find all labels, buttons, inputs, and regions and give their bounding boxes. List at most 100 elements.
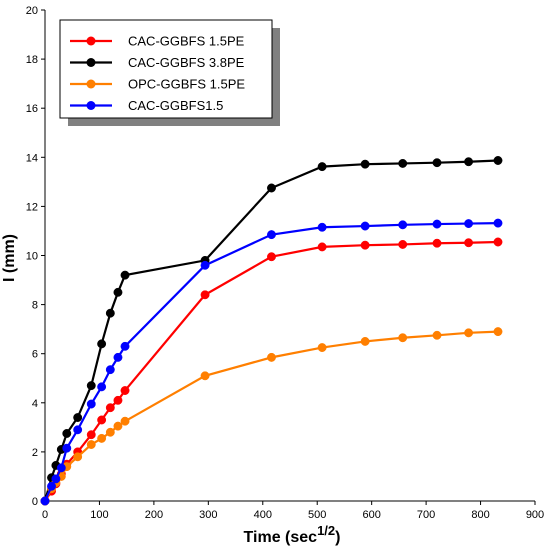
- x-axis-title-suffix: ): [335, 529, 340, 546]
- data-point: [317, 242, 327, 252]
- legend-entries: CAC-GGBFS 1.5PE CAC-GGBFS 3.8PE OPC-GGBFS …: [70, 34, 245, 113]
- data-point: [97, 382, 107, 392]
- legend-swatch-marker: [86, 36, 96, 46]
- y-tick-label: 6: [32, 349, 38, 361]
- legend-label: CAC-GGBFS1.5: [128, 98, 223, 113]
- data-point: [398, 220, 408, 230]
- data-point: [120, 270, 130, 280]
- data-point: [120, 341, 130, 351]
- data-point: [360, 240, 370, 250]
- data-point: [267, 252, 276, 262]
- data-point: [317, 222, 327, 232]
- data-point: [432, 330, 442, 340]
- data-point: [113, 395, 123, 405]
- data-point: [317, 343, 327, 353]
- data-point: [464, 328, 474, 338]
- series-cac-ggbfs1-5: [40, 218, 503, 506]
- data-point: [464, 219, 474, 229]
- data-point: [86, 430, 96, 440]
- data-point: [267, 230, 276, 240]
- legend-label: CAC-GGBFS 3.8PE: [128, 55, 245, 70]
- data-point: [56, 463, 66, 473]
- data-point: [398, 333, 408, 343]
- x-axis-ticks: 0 100 200 300 400 500 600 700 800 900: [42, 501, 544, 521]
- x-tick-label: 100: [90, 509, 108, 521]
- legend-entry: CAC-GGBFS 3.8PE: [70, 55, 245, 70]
- y-axis-title: I (mm): [1, 234, 18, 282]
- data-point: [97, 415, 107, 425]
- data-point: [464, 238, 474, 248]
- y-tick-label: 0: [32, 496, 38, 508]
- data-point: [120, 386, 130, 395]
- legend-swatch-marker: [86, 79, 96, 89]
- y-tick-label: 4: [32, 398, 38, 410]
- data-point: [105, 365, 115, 375]
- data-point: [267, 183, 276, 193]
- data-point: [493, 218, 503, 228]
- legend: CAC-GGBFS 1.5PE CAC-GGBFS 3.8PE OPC-GGBFS …: [59, 19, 280, 126]
- data-point: [317, 162, 327, 172]
- legend-entry: CAC-GGBFS 1.5PE: [70, 34, 245, 49]
- data-point: [105, 403, 115, 413]
- series-opc-ggbfs-1-5pe: [40, 327, 503, 506]
- y-tick-label: 10: [26, 251, 38, 263]
- data-point: [120, 416, 130, 426]
- x-tick-label: 0: [42, 509, 48, 521]
- legend-label: OPC-GGBFS 1.5PE: [128, 77, 245, 92]
- legend-swatch-marker: [86, 101, 96, 110]
- data-point: [432, 158, 442, 168]
- data-point: [73, 413, 83, 422]
- legend-entry: CAC-GGBFS1.5: [70, 98, 223, 113]
- data-point: [51, 474, 61, 484]
- y-tick-label: 14: [26, 152, 38, 164]
- data-point: [200, 371, 210, 381]
- x-tick-label: 700: [417, 509, 435, 521]
- legend-label: CAC-GGBFS 1.5PE: [128, 34, 245, 49]
- data-point: [493, 156, 503, 165]
- data-point: [73, 452, 83, 462]
- y-tick-label: 16: [26, 103, 38, 115]
- x-tick-label: 300: [199, 509, 217, 521]
- data-point: [360, 221, 370, 231]
- data-point: [86, 440, 96, 449]
- data-point: [398, 158, 408, 168]
- y-tick-label: 18: [26, 54, 38, 66]
- data-point: [86, 381, 96, 391]
- data-point: [200, 260, 210, 270]
- data-point: [40, 496, 50, 506]
- series-cac-ggbfs-3-8pe: [40, 156, 503, 506]
- data-point: [105, 427, 115, 437]
- data-point: [105, 308, 115, 318]
- data-point: [62, 429, 72, 438]
- data-point: [398, 240, 408, 249]
- data-point: [62, 443, 72, 453]
- data-point: [432, 238, 442, 248]
- series-line: [43, 221, 498, 502]
- x-axis-title-sup: 1/2: [317, 523, 335, 538]
- data-point: [493, 237, 503, 247]
- x-tick-label: 900: [526, 509, 544, 521]
- data-point: [113, 352, 123, 362]
- x-tick-label: 400: [254, 509, 272, 521]
- data-point: [47, 481, 56, 491]
- data-point: [86, 399, 96, 409]
- x-axis-title: Time (sec1/2): [244, 523, 341, 546]
- data-point: [360, 159, 370, 169]
- data-point: [464, 157, 474, 167]
- data-point: [97, 339, 107, 349]
- x-tick-label: 800: [471, 509, 489, 521]
- legend-box: [59, 19, 273, 119]
- series-layer: [40, 156, 503, 506]
- data-point: [493, 327, 503, 337]
- y-tick-label: 2: [32, 447, 38, 459]
- legend-entry: OPC-GGBFS 1.5PE: [70, 77, 245, 92]
- data-point: [360, 336, 370, 346]
- x-axis-title-main: Time (sec: [244, 529, 318, 546]
- y-tick-label: 8: [32, 300, 38, 312]
- data-point: [113, 421, 123, 431]
- data-point: [97, 433, 107, 443]
- legend-swatch-marker: [86, 58, 96, 67]
- data-point: [73, 425, 83, 435]
- data-point: [200, 290, 210, 300]
